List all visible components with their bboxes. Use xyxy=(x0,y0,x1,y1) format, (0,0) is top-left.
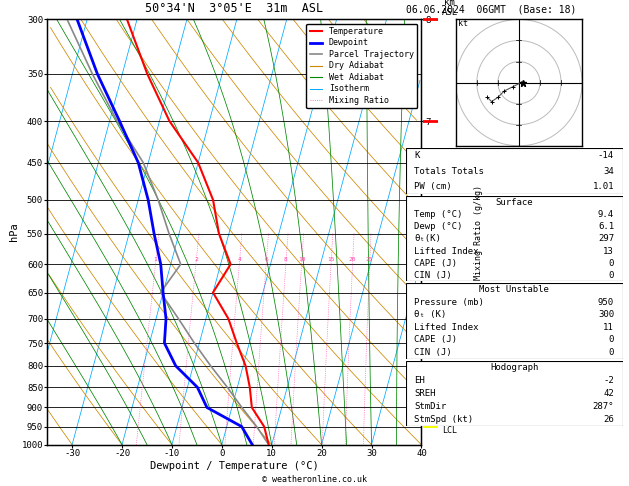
Text: 287°: 287° xyxy=(593,402,614,411)
Text: CAPE (J): CAPE (J) xyxy=(415,335,457,345)
Text: Dewp (°C): Dewp (°C) xyxy=(415,222,463,231)
Text: 42: 42 xyxy=(603,389,614,398)
Text: 0: 0 xyxy=(609,259,614,268)
Text: Lifted Index: Lifted Index xyxy=(415,323,479,332)
Text: 9.4: 9.4 xyxy=(598,210,614,219)
Text: EH: EH xyxy=(415,376,425,385)
Text: -14: -14 xyxy=(598,152,614,160)
Text: StmDir: StmDir xyxy=(415,402,447,411)
Text: 6: 6 xyxy=(264,257,268,262)
Text: 4: 4 xyxy=(237,257,241,262)
Text: © weatheronline.co.uk: © weatheronline.co.uk xyxy=(262,474,367,484)
Text: kt: kt xyxy=(458,19,468,28)
Text: Hodograph: Hodograph xyxy=(490,363,538,372)
X-axis label: Dewpoint / Temperature (°C): Dewpoint / Temperature (°C) xyxy=(150,461,319,470)
Text: 25: 25 xyxy=(366,257,374,262)
Text: 1.01: 1.01 xyxy=(593,182,614,191)
Text: Surface: Surface xyxy=(496,198,533,207)
Text: CIN (J): CIN (J) xyxy=(415,271,452,280)
Text: 34: 34 xyxy=(603,167,614,176)
Text: km
ASL: km ASL xyxy=(442,0,458,17)
Text: 13: 13 xyxy=(603,246,614,256)
Y-axis label: hPa: hPa xyxy=(9,223,19,242)
Text: 26: 26 xyxy=(603,415,614,424)
Text: 8: 8 xyxy=(284,257,287,262)
Text: 15: 15 xyxy=(327,257,335,262)
Text: θₜ (K): θₜ (K) xyxy=(415,310,447,319)
Text: 11: 11 xyxy=(603,323,614,332)
Text: K: K xyxy=(415,152,420,160)
Text: SREH: SREH xyxy=(415,389,436,398)
Text: 20: 20 xyxy=(349,257,357,262)
Text: -2: -2 xyxy=(603,376,614,385)
Text: PW (cm): PW (cm) xyxy=(415,182,452,191)
Legend: Temperature, Dewpoint, Parcel Trajectory, Dry Adiabat, Wet Adiabat, Isotherm, Mi: Temperature, Dewpoint, Parcel Trajectory… xyxy=(306,24,417,108)
Text: 0: 0 xyxy=(609,335,614,345)
Text: CAPE (J): CAPE (J) xyxy=(415,259,457,268)
Text: 06.06.2024  06GMT  (Base: 18): 06.06.2024 06GMT (Base: 18) xyxy=(406,4,576,15)
Text: 300: 300 xyxy=(598,310,614,319)
Text: 950: 950 xyxy=(598,297,614,307)
Text: 1: 1 xyxy=(153,257,157,262)
Text: StmSpd (kt): StmSpd (kt) xyxy=(415,415,474,424)
Text: Temp (°C): Temp (°C) xyxy=(415,210,463,219)
Text: Lifted Index: Lifted Index xyxy=(415,246,479,256)
Text: Mixing Ratio (g/kg): Mixing Ratio (g/kg) xyxy=(474,185,482,279)
Text: 6.1: 6.1 xyxy=(598,222,614,231)
Text: LCL: LCL xyxy=(442,426,457,435)
Text: Most Unstable: Most Unstable xyxy=(479,285,549,294)
Text: 2: 2 xyxy=(194,257,198,262)
Text: Pressure (mb): Pressure (mb) xyxy=(415,297,484,307)
Text: θₜ(K): θₜ(K) xyxy=(415,234,442,243)
Text: CIN (J): CIN (J) xyxy=(415,348,452,357)
Text: 297: 297 xyxy=(598,234,614,243)
Text: 0: 0 xyxy=(609,271,614,280)
Text: 50°34'N  3°05'E  31m  ASL: 50°34'N 3°05'E 31m ASL xyxy=(145,1,323,15)
Text: 10: 10 xyxy=(298,257,305,262)
Text: Totals Totals: Totals Totals xyxy=(415,167,484,176)
Text: 0: 0 xyxy=(609,348,614,357)
